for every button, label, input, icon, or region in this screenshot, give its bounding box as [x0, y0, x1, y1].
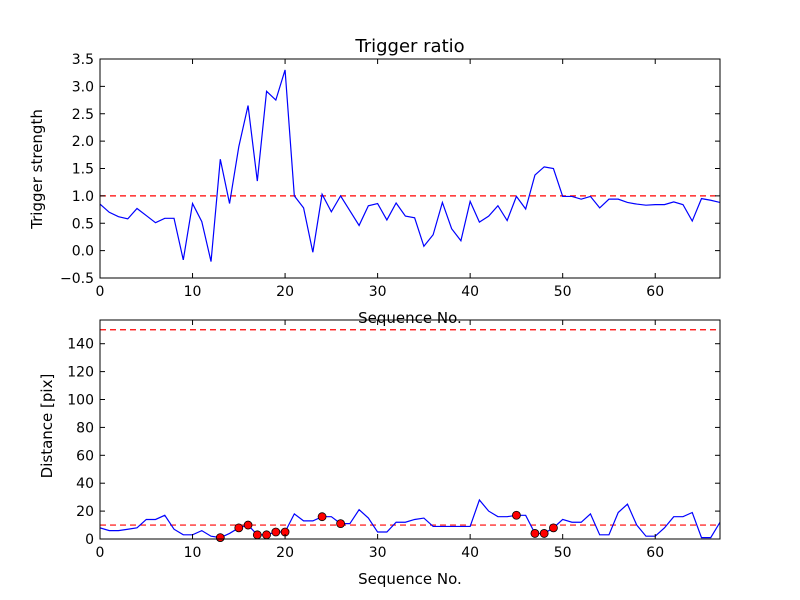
y-tick-label: 100: [67, 393, 94, 409]
axes-frame: [99, 319, 721, 540]
x-tick-label: 40: [461, 284, 479, 300]
x-tick-label: 30: [369, 284, 387, 300]
data-point-marker: [271, 527, 281, 537]
chart-title: Trigger ratio: [354, 36, 464, 57]
data-point-marker: [243, 520, 253, 530]
y-tick-label: 2.0: [72, 134, 94, 150]
trigger-ratio-subplot: Trigger ratio Sequence No. Trigger stren…: [28, 36, 721, 327]
y-tick-label: 120: [67, 365, 94, 381]
y-tick-label: 40: [76, 476, 94, 492]
x-tick-label: 20: [276, 545, 294, 561]
x-tick-label: 50: [554, 545, 572, 561]
data-point-marker: [317, 512, 327, 522]
y-tick-label: 1.5: [72, 162, 94, 178]
y-tick-label: 0.0: [72, 244, 94, 260]
x-tick-label: 60: [646, 284, 664, 300]
data-point-marker: [539, 529, 549, 538]
y-tick-label: 2.5: [72, 107, 94, 123]
y-axis-label-top: Trigger strength: [28, 109, 46, 230]
data-point-marker: [512, 510, 521, 520]
x-tick-label: 0: [96, 284, 105, 300]
data-point-marker: [549, 523, 558, 533]
data-point-marker: [234, 523, 244, 533]
y-tick-label: 140: [67, 337, 94, 353]
y-axis-label-bottom: Distance [pix]: [38, 374, 56, 479]
data-point-marker: [215, 533, 225, 543]
x-tick-label: 30: [369, 545, 387, 561]
y-tick-label: 80: [76, 420, 94, 436]
x-tick-label: 40: [461, 545, 479, 561]
y-tick-label: 0: [85, 532, 94, 548]
data-point-marker: [336, 519, 345, 529]
x-axis-label-bottom: Sequence No.: [358, 570, 462, 588]
x-tick-label: 60: [646, 545, 664, 561]
distance-subplot: Sequence No. Distance [pix] 0 10 20 30 40 50 6…: [38, 319, 721, 588]
data-point-marker: [252, 530, 262, 540]
y-tick-label: 1.0: [72, 189, 94, 205]
series-line: [100, 498, 720, 539]
x-tick-label: 50: [554, 284, 572, 300]
x-tick-label: 10: [184, 284, 202, 300]
axes-frame: [99, 58, 721, 279]
y-tick-label: 0.5: [72, 216, 94, 232]
y-tick-label: 20: [76, 504, 94, 520]
x-tick-label: 20: [276, 284, 294, 300]
y-tick-label: 60: [76, 448, 94, 464]
y-tick-label: 3.0: [72, 79, 94, 95]
x-axis-label-top: Sequence No.: [358, 309, 462, 327]
y-tick-label: 3.5: [72, 52, 94, 68]
x-tick-label: 10: [184, 545, 202, 561]
data-point-marker: [530, 529, 540, 538]
y-tick-label: −0.5: [60, 271, 94, 287]
x-tick-label: 0: [96, 545, 105, 561]
data-point-marker: [262, 530, 271, 540]
series-line: [100, 69, 720, 262]
